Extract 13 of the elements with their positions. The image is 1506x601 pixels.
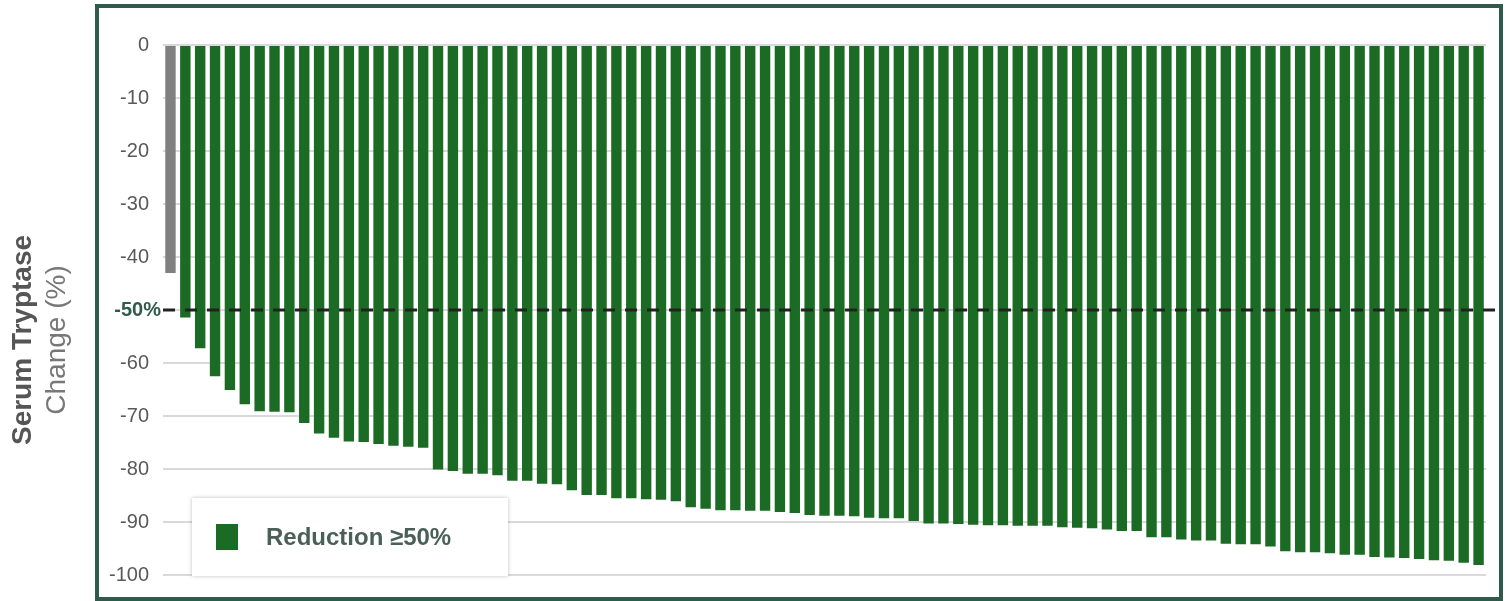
y-tick-label: -90 [120,509,150,532]
ref-line-label: -50% [114,297,162,320]
y-tick-label: 0 [137,32,150,55]
y-tick-label: -40 [120,244,150,267]
y-tick-label: -10 [120,85,150,108]
y-tick-label: -30 [120,191,150,214]
y-tick-label: -20 [120,138,150,161]
y-axis-title: Serum Tryptase Change (%) [5,234,71,446]
y-tick-label: -80 [120,456,150,479]
y-tick-label: -100 [109,562,150,585]
y-tick-label: -60 [120,350,150,373]
y-tick-label: -70 [120,403,150,426]
legend-label: Reduction ≥50% [266,523,452,551]
